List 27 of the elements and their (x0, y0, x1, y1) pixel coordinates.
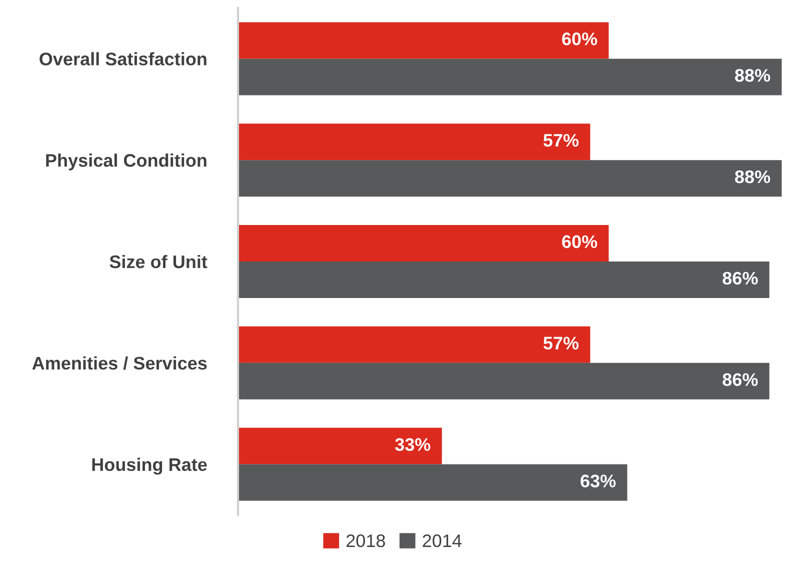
bar (238, 326, 590, 363)
y-tick-label: Amenities / Services (32, 356, 207, 370)
data-label: 33% (395, 438, 430, 451)
data-label: 57% (543, 336, 579, 350)
bar (238, 160, 782, 197)
data-label: 88% (735, 170, 770, 184)
legend-label: 2014 (422, 534, 462, 548)
bar (238, 262, 770, 298)
bar (238, 124, 590, 160)
legend-label: 2018 (346, 534, 385, 548)
data-label: 63% (580, 474, 616, 488)
data-label: 57% (543, 134, 579, 147)
bar (238, 224, 609, 262)
bar (238, 58, 782, 96)
bar (238, 22, 609, 59)
data-label: 60% (562, 235, 598, 248)
data-label: 60% (562, 32, 598, 46)
data-label: 88% (735, 69, 770, 82)
data-label: 86% (722, 272, 758, 285)
bar (238, 464, 628, 501)
data-label: 86% (722, 373, 758, 386)
y-tick-label: Housing Rate (92, 458, 207, 475)
bar (238, 362, 770, 400)
bar (238, 428, 442, 464)
y-tick-label: Size of Unit (110, 254, 208, 268)
y-tick-label: Overall Satisfaction (40, 52, 206, 66)
y-tick-label: Physical Condition (46, 154, 206, 170)
